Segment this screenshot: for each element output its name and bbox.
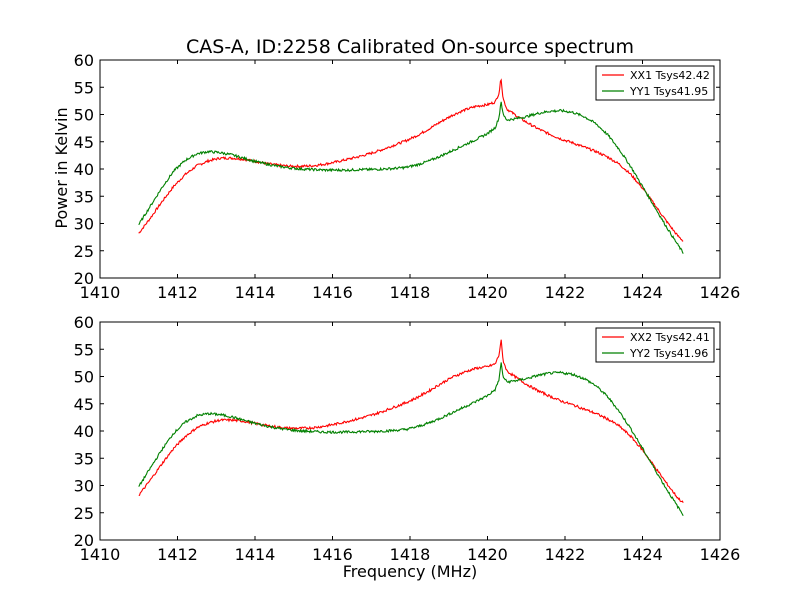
x-tick-label: 1418 [390, 545, 431, 564]
x-tick-label: 1410 [80, 545, 121, 564]
upper-spectrum-panel: 1410 1412 1414 1416 1418 1420 1422 1424 1426 20 25… [74, 51, 741, 302]
x-tick-label: 1416 [312, 283, 353, 302]
legend: XX1 Tsys42.42 YY1 Tsys41.95 [595, 65, 715, 101]
y-tick-label: 40 [74, 160, 94, 179]
x-tick-label: 1412 [157, 545, 198, 564]
y-tick-label: 30 [74, 215, 94, 234]
y-tick-label: 20 [74, 531, 94, 550]
y-tick-label: 60 [74, 51, 94, 70]
y-tick-label: 25 [74, 242, 94, 261]
legend-label: XX1 Tsys42.42 [630, 69, 710, 82]
y-tick-label: 50 [74, 106, 94, 125]
y-tick-label: 50 [74, 368, 94, 387]
x-tick-label: 1416 [312, 545, 353, 564]
x-tick-label: 1420 [467, 545, 508, 564]
x-tick-label: 1414 [235, 545, 276, 564]
x-tick-label: 1418 [390, 283, 431, 302]
y-tick-label: 25 [74, 504, 94, 523]
series-line-xx [138, 78, 684, 242]
series-line-yy [138, 101, 684, 254]
x-tick-label: 1424 [622, 545, 663, 564]
y-tick-label: 35 [74, 449, 94, 468]
y-tick-label: 30 [74, 477, 94, 496]
x-axis-label: Frequency (MHz) [343, 562, 477, 581]
x-tick-label: 1424 [622, 283, 663, 302]
x-tick-label: 1412 [157, 283, 198, 302]
x-tick-label: 1420 [467, 283, 508, 302]
series-line-yy [138, 362, 684, 517]
y-tick-label: 40 [74, 422, 94, 441]
chart-title: CAS-A, ID:2258 Calibrated On-source spec… [186, 36, 634, 58]
lower-spectrum-panel: 1410 1412 1414 1416 1418 1420 1422 1424 1426 20 25… [74, 313, 741, 564]
y-tick-label: 45 [74, 133, 94, 152]
y-axis-label: Power in Kelvin [52, 107, 71, 228]
y-tick-label: 20 [74, 269, 94, 288]
x-tick-label: 1410 [80, 283, 121, 302]
legend: XX2 Tsys42.41 YY2 Tsys41.96 [595, 327, 715, 363]
y-tick-label: 55 [74, 340, 94, 359]
y-tick-label: 45 [74, 395, 94, 414]
legend-label: YY2 Tsys41.96 [629, 347, 708, 360]
x-tick-label: 1422 [545, 283, 586, 302]
legend-box [595, 65, 715, 101]
y-tick-label: 60 [74, 313, 94, 332]
y-tick-label: 55 [74, 78, 94, 97]
y-tick-label: 35 [74, 187, 94, 206]
x-tick-label: 1414 [235, 283, 276, 302]
legend-label: YY1 Tsys41.95 [629, 85, 708, 98]
legend-box [595, 327, 715, 363]
x-tick-label: 1426 [700, 545, 741, 564]
legend-label: XX2 Tsys42.41 [630, 331, 710, 344]
series-line-xx [138, 339, 684, 503]
x-tick-label: 1426 [700, 283, 741, 302]
x-tick-label: 1422 [545, 545, 586, 564]
